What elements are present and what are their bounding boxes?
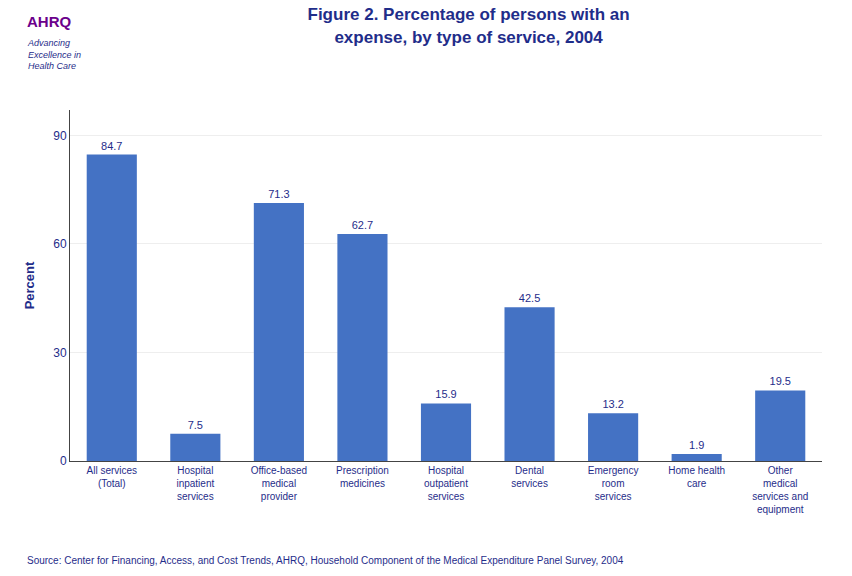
svg-text:Source: Center for Financing,: Source: Center for Financing, Access, an… — [27, 555, 624, 566]
svg-text:84.7: 84.7 — [101, 140, 122, 152]
svg-text:71.3: 71.3 — [268, 188, 289, 200]
svg-text:Othermedicalservices andequipm: Othermedicalservices andequipment — [752, 465, 808, 515]
svg-text:90: 90 — [53, 129, 67, 143]
svg-text:Home healthcare: Home healthcare — [668, 465, 725, 489]
svg-text:1.9: 1.9 — [689, 439, 704, 451]
svg-text:30: 30 — [53, 346, 67, 360]
svg-text:13.2: 13.2 — [602, 398, 623, 410]
svg-text:Figure 2. Percentage of person: Figure 2. Percentage of persons with ane… — [308, 5, 630, 46]
svg-text:42.5: 42.5 — [519, 292, 540, 304]
svg-text:Hospitaloutpatientservices: Hospitaloutpatientservices — [424, 465, 468, 502]
svg-text:All services(Total): All services(Total) — [86, 465, 137, 489]
svg-text:Emergencyroomservices: Emergencyroomservices — [588, 465, 639, 502]
svg-text:19.5: 19.5 — [770, 375, 791, 387]
svg-text:0: 0 — [60, 454, 67, 468]
svg-text:Dentalservices: Dentalservices — [511, 465, 548, 489]
svg-text:AHRQ: AHRQ — [27, 13, 71, 30]
svg-text:Prescriptionmedicines: Prescriptionmedicines — [336, 465, 389, 489]
svg-text:Hospitalinpatientservices: Hospitalinpatientservices — [176, 465, 214, 502]
svg-text:AdvancingExcellence inHealth C: AdvancingExcellence inHealth Care — [27, 38, 81, 71]
svg-text:62.7: 62.7 — [352, 219, 373, 231]
svg-text:15.9: 15.9 — [435, 388, 456, 400]
svg-text:Office-basedmedicalprovider: Office-basedmedicalprovider — [251, 465, 308, 502]
svg-text:Percent: Percent — [22, 261, 37, 309]
svg-text:60: 60 — [53, 237, 67, 251]
svg-text:7.5: 7.5 — [188, 419, 203, 431]
